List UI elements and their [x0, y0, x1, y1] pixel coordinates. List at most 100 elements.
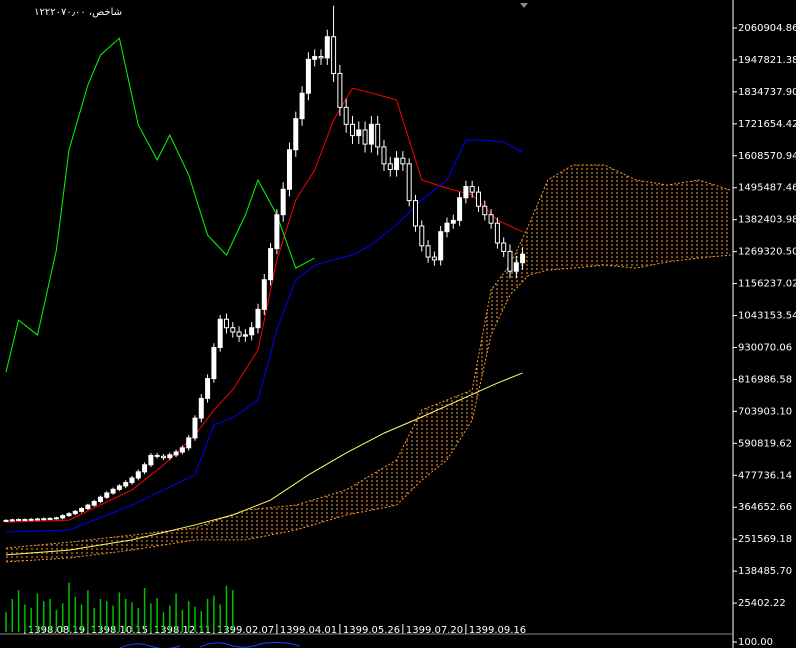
y-tick-label: 1721654.42 [738, 119, 796, 130]
candle-body [53, 517, 59, 520]
candle-body [463, 185, 469, 199]
y-tick-label: 1608570.94 [738, 151, 796, 162]
candle-body [255, 308, 261, 329]
candle-body [274, 214, 280, 250]
candle-body [507, 250, 513, 272]
candle-body [173, 451, 179, 456]
candle-body [179, 447, 185, 453]
candle-body [520, 253, 526, 264]
candle-body [85, 504, 91, 510]
candle-body [387, 163, 393, 171]
cloud-span-a [5, 164, 731, 549]
candle-body [356, 129, 362, 137]
candle-body [60, 515, 66, 519]
y-tick-label: 703903.10 [738, 406, 792, 417]
candle-body [91, 500, 97, 506]
candle-body [331, 36, 337, 74]
candle-body [349, 123, 355, 137]
candle-body [419, 225, 425, 247]
candle-body [148, 454, 154, 466]
candle-body [305, 58, 311, 94]
candle-body [501, 242, 507, 252]
indicator-line [5, 372, 523, 556]
candle-body [280, 188, 286, 216]
candle-body [242, 334, 248, 337]
candle-body [116, 485, 122, 490]
candle-body [488, 214, 494, 224]
candle-body [293, 118, 299, 151]
candle-body [457, 197, 463, 221]
y-tick-label: 590819.62 [738, 438, 792, 449]
y-tick-label: 364652.66 [738, 502, 792, 513]
candle-body [494, 222, 500, 244]
candle-body [22, 519, 28, 522]
candle-body [198, 397, 204, 419]
candle-body [211, 347, 217, 380]
indicator-line [5, 139, 523, 533]
cloud-fill [5, 164, 731, 562]
candle-body [110, 488, 116, 494]
subwindow-indicator [119, 641, 301, 648]
candle-body [475, 191, 481, 207]
candle-body [3, 519, 9, 522]
candle-body [160, 455, 166, 459]
candle-body [41, 518, 47, 521]
candle-body [154, 454, 160, 457]
candle-body [249, 327, 255, 336]
y-tick-label: 1947821.38 [738, 55, 796, 66]
candle-body [400, 157, 406, 165]
y-tick-label: 1834737.90 [738, 87, 796, 98]
candle-body [438, 231, 444, 261]
y-tick-label: 1495487.46 [738, 183, 796, 194]
shift-marker [520, 3, 528, 8]
candle-body [79, 508, 85, 512]
candle-body [236, 331, 242, 337]
candle-body [444, 222, 450, 233]
x-tick-label: 1399.07.20 [406, 625, 463, 636]
candle-body [217, 318, 223, 349]
candle-body [268, 248, 274, 281]
y-tick-label: 1382403.98 [738, 215, 796, 226]
x-tick-label: 1399.04.01 [280, 625, 337, 636]
candle-body [412, 200, 418, 227]
chart-title: شاخص، ۱۲۲۲۰۷۰٫۰۰ [34, 7, 122, 18]
y-tick-label: 251569.18 [738, 534, 792, 545]
candle-body [299, 92, 305, 120]
candle-body [482, 205, 488, 216]
candle-body [450, 219, 456, 224]
sub-tick-label: 100.00 [738, 637, 773, 648]
candle-body [375, 123, 381, 148]
y-tick-label: 816986.58 [738, 374, 792, 385]
candle-body [104, 492, 110, 498]
candle-body [16, 519, 22, 522]
candle-body [142, 464, 148, 473]
y-tick-label: 1156237.02 [738, 279, 796, 290]
candle-body [343, 106, 349, 125]
candle-body [192, 417, 198, 439]
candle-body [47, 517, 53, 520]
candle-body [167, 454, 173, 459]
candle-body [362, 129, 368, 145]
candle-body [406, 163, 412, 202]
candle-body [72, 510, 78, 515]
indicator-line [5, 37, 315, 373]
y-tick-label: 138485.70 [738, 566, 792, 577]
x-tick-label: 1399.05.26 [343, 625, 400, 636]
candle-body [230, 327, 236, 333]
candle-body [425, 245, 431, 258]
candle-body [431, 256, 437, 261]
candle-body [97, 496, 103, 502]
y-tick-label: 25402.22 [738, 598, 786, 609]
candle-body [368, 123, 374, 145]
y-tick-label: 930070.06 [738, 342, 792, 353]
candle-body [394, 157, 400, 171]
candle-body [318, 56, 324, 59]
y-tick-label: 1269320.50 [738, 247, 796, 258]
candle-body [123, 482, 129, 487]
candle-body [66, 513, 72, 517]
y-tick-label: 2060904.86 [738, 23, 796, 34]
candle-body [286, 149, 292, 190]
y-tick-label: 1043153.54 [738, 311, 796, 322]
candle-body [513, 262, 519, 272]
